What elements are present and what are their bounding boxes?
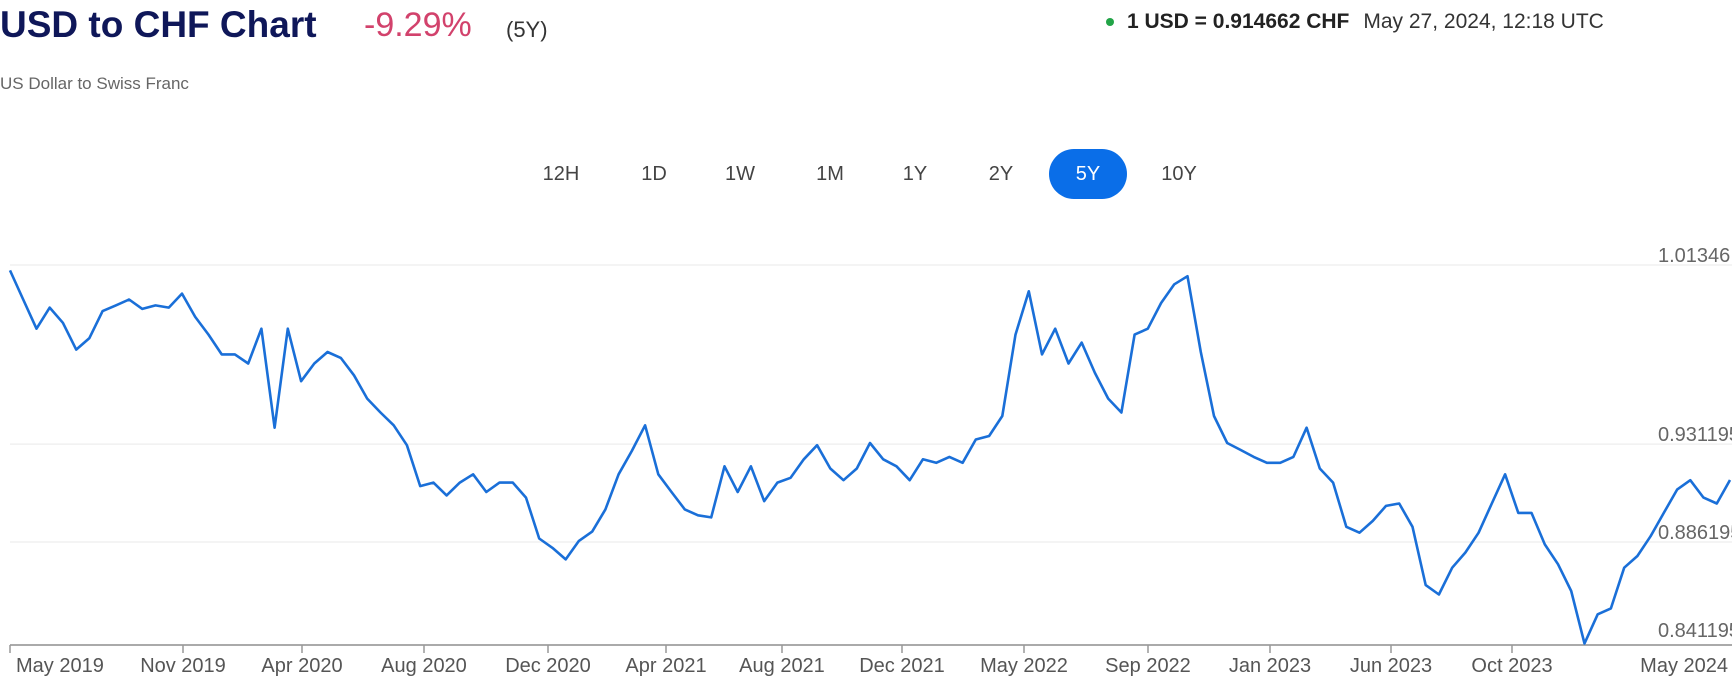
x-tick-label: Jan 2023 bbox=[1229, 655, 1311, 677]
current-rate: 1 USD = 0.914662 CHF May 27, 2024, 12:18… bbox=[1106, 10, 1604, 34]
time-range-selector: 12H 1D 1W 1M 1Y 2Y 5Y 10Y bbox=[0, 149, 1732, 199]
series-line bbox=[8, 269, 1732, 645]
x-tick-label: Dec 2020 bbox=[505, 655, 591, 677]
range-button-12h[interactable]: 12H bbox=[542, 162, 580, 185]
rate-value: 1 USD = 0.914662 CHF bbox=[1127, 10, 1350, 33]
range-button-5y[interactable]: 5Y bbox=[1049, 149, 1127, 199]
y-tick-label: 0.931195 bbox=[1658, 424, 1732, 446]
x-tick-label: Aug 2021 bbox=[739, 655, 825, 677]
range-button-1y[interactable]: 1Y bbox=[902, 162, 928, 185]
y-tick-label: 0.886195 bbox=[1658, 522, 1732, 544]
x-tick-label: May 2022 bbox=[980, 655, 1068, 677]
y-tick-label: 0.841195 bbox=[1658, 620, 1732, 642]
range-button-1d[interactable]: 1D bbox=[641, 162, 667, 185]
live-status-dot-icon bbox=[1106, 18, 1114, 26]
y-tick-label: 1.01346 bbox=[1658, 245, 1730, 267]
range-button-1m[interactable]: 1M bbox=[816, 162, 844, 185]
x-tick-label: Sep 2022 bbox=[1105, 655, 1191, 677]
x-tick-label: Dec 2021 bbox=[859, 655, 945, 677]
x-tick-label: Oct 2023 bbox=[1471, 655, 1552, 677]
range-button-2y[interactable]: 2Y bbox=[988, 162, 1014, 185]
x-tick-label: Aug 2020 bbox=[381, 655, 467, 677]
x-tick-label: May 2019 bbox=[16, 655, 104, 677]
change-period: (5Y) bbox=[506, 17, 548, 42]
range-button-10y[interactable]: 10Y bbox=[1161, 162, 1197, 185]
x-tick-label: Apr 2021 bbox=[625, 655, 706, 677]
page-title: USD to CHF Chart bbox=[0, 4, 317, 45]
page-subtitle: US Dollar to Swiss Franc bbox=[0, 74, 189, 93]
percent-change: -9.29% bbox=[364, 6, 472, 44]
rate-timestamp: May 27, 2024, 12:18 UTC bbox=[1363, 10, 1604, 33]
range-button-1w[interactable]: 1W bbox=[725, 162, 755, 185]
x-tick-label: Nov 2019 bbox=[140, 655, 226, 677]
x-tick-label: May 2024 bbox=[1640, 655, 1728, 677]
x-tick-label: Jun 2023 bbox=[1350, 655, 1432, 677]
x-tick-label: Apr 2020 bbox=[261, 655, 342, 677]
